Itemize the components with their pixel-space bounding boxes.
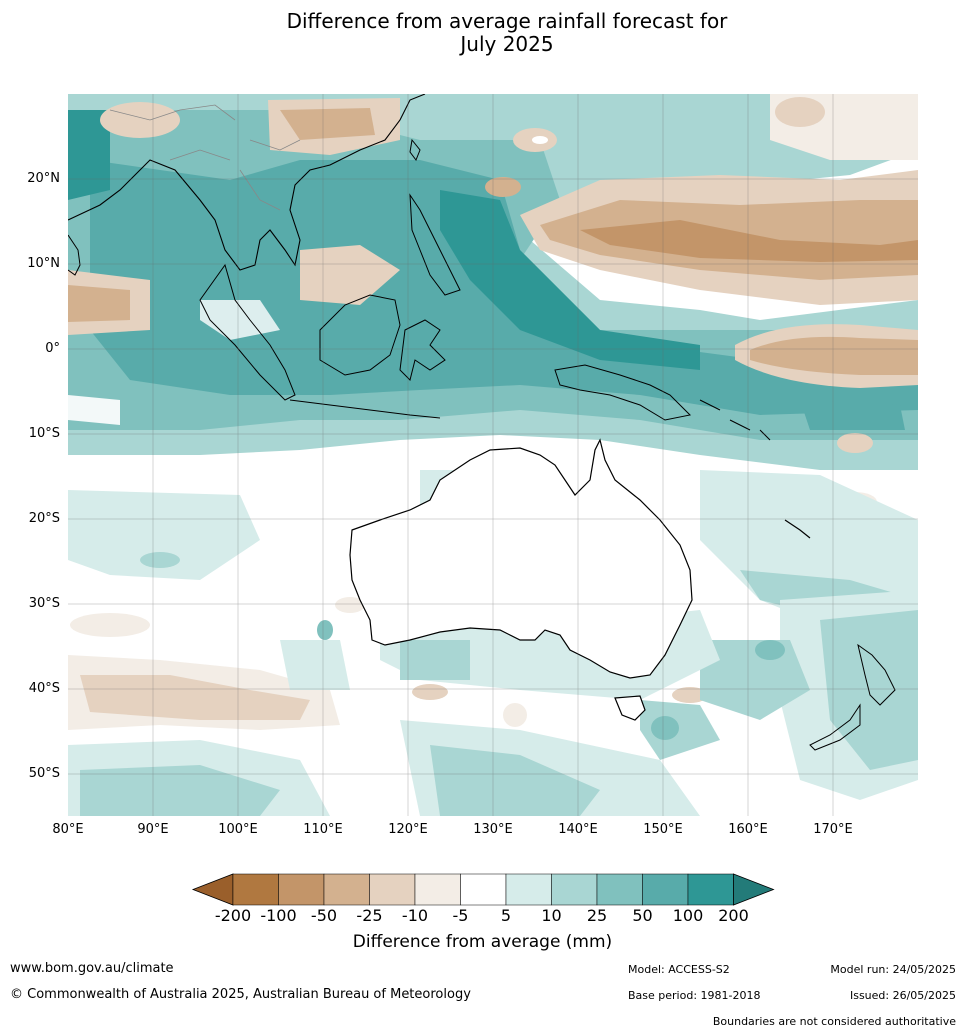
colorbar-swatch bbox=[414, 873, 461, 906]
colorbar-swatch bbox=[460, 873, 507, 906]
lat-label: 0° bbox=[45, 341, 60, 356]
colorbar-tick-label: 25 bbox=[586, 906, 608, 925]
new-caledonia bbox=[784, 519, 811, 539]
colorbar-tick-label: -5 bbox=[452, 906, 469, 925]
lat-label: 50°S bbox=[28, 766, 60, 781]
colorbar-tick-label: -200 bbox=[214, 906, 252, 925]
footer-copyright: © Commonwealth of Australia 2025, Austra… bbox=[10, 987, 471, 1002]
borneo-coast bbox=[319, 294, 401, 376]
colorbar-tick-label: -10 bbox=[401, 906, 429, 925]
lon-label: 170°E bbox=[813, 822, 853, 837]
colorbar-swatch bbox=[642, 873, 689, 906]
lat-label: 10°N bbox=[27, 256, 60, 271]
colorbar-tick-label: -100 bbox=[260, 906, 297, 925]
rainfall-anomaly-map bbox=[68, 94, 918, 816]
colorbar-swatch bbox=[551, 873, 598, 906]
colorbar-swatch bbox=[323, 873, 370, 906]
java-coast bbox=[289, 399, 441, 419]
title-line-2: July 2025 bbox=[460, 32, 554, 56]
gridlines bbox=[68, 94, 918, 816]
country-borders bbox=[109, 104, 301, 211]
footer-model: Model: ACCESS-S2 bbox=[628, 963, 730, 976]
lat-label: 20°N bbox=[27, 171, 60, 186]
lon-label: 100°E bbox=[218, 822, 258, 837]
chart-title: Difference from average rainfall forecas… bbox=[0, 10, 965, 56]
colorbar-swatch bbox=[278, 873, 325, 906]
australia-outline bbox=[349, 438, 693, 679]
solomon-islands bbox=[699, 399, 771, 441]
footer-model-run: Model run: 24/05/2025 bbox=[830, 963, 956, 976]
dry-anomaly-regions bbox=[68, 94, 918, 512]
lon-label: 140°E bbox=[558, 822, 598, 837]
colorbar-tick-label: 10 bbox=[541, 906, 562, 925]
colorbar-swatch bbox=[596, 873, 643, 906]
footer-issued: Issued: 26/05/2025 bbox=[849, 989, 956, 1002]
taiwan-coast bbox=[409, 138, 421, 162]
philippines-coast bbox=[409, 193, 461, 296]
colorbar-swatch bbox=[505, 873, 552, 906]
colorbar-swatch bbox=[232, 873, 279, 906]
lat-label: 40°S bbox=[28, 681, 60, 696]
lat-label: 20°S bbox=[28, 511, 60, 526]
title-line-1: Difference from average rainfall forecas… bbox=[286, 9, 728, 33]
new-guinea-outline bbox=[554, 364, 692, 421]
new-zealand-south bbox=[809, 703, 861, 751]
lon-label: 120°E bbox=[388, 822, 428, 837]
colorbar-tick-label: 200 bbox=[718, 906, 749, 925]
lon-label: 80°E bbox=[52, 822, 84, 837]
colorbar-tick-label: 5 bbox=[500, 906, 512, 925]
footer-disclaimer: Boundaries are not considered authoritat… bbox=[712, 1015, 956, 1028]
lon-label: 110°E bbox=[303, 822, 343, 837]
colorbar-tick-label: 100 bbox=[672, 906, 704, 925]
lon-label: 160°E bbox=[728, 822, 768, 837]
sulawesi-coast bbox=[399, 319, 446, 381]
southern-wet-patches bbox=[68, 470, 918, 816]
lat-label: 10°S bbox=[28, 426, 60, 441]
colorbar-tick-label: -25 bbox=[356, 906, 383, 925]
new-zealand-north bbox=[857, 643, 896, 706]
colorbar-tick-label: -50 bbox=[310, 906, 338, 925]
colorbar-swatch bbox=[687, 873, 734, 906]
colorbar-swatch bbox=[369, 873, 416, 906]
lon-label: 130°E bbox=[473, 822, 513, 837]
malay-sumatra-coast bbox=[199, 263, 296, 401]
footer-base-period: Base period: 1981-2018 bbox=[628, 989, 761, 1002]
asia-coastline bbox=[68, 94, 426, 271]
lon-label: 90°E bbox=[137, 822, 169, 837]
sri-lanka-india bbox=[68, 234, 81, 276]
colorbar-extend-low bbox=[191, 873, 234, 906]
lat-label: 30°S bbox=[28, 596, 60, 611]
footer-url[interactable]: www.bom.gov.au/climate bbox=[10, 961, 174, 976]
tasmania-outline bbox=[614, 695, 646, 721]
colorbar-title: Difference from average (mm) bbox=[352, 932, 613, 952]
lon-label: 150°E bbox=[643, 822, 683, 837]
colorbar-tick-label: 50 bbox=[632, 906, 653, 925]
colorbar-extend-high bbox=[733, 873, 775, 906]
